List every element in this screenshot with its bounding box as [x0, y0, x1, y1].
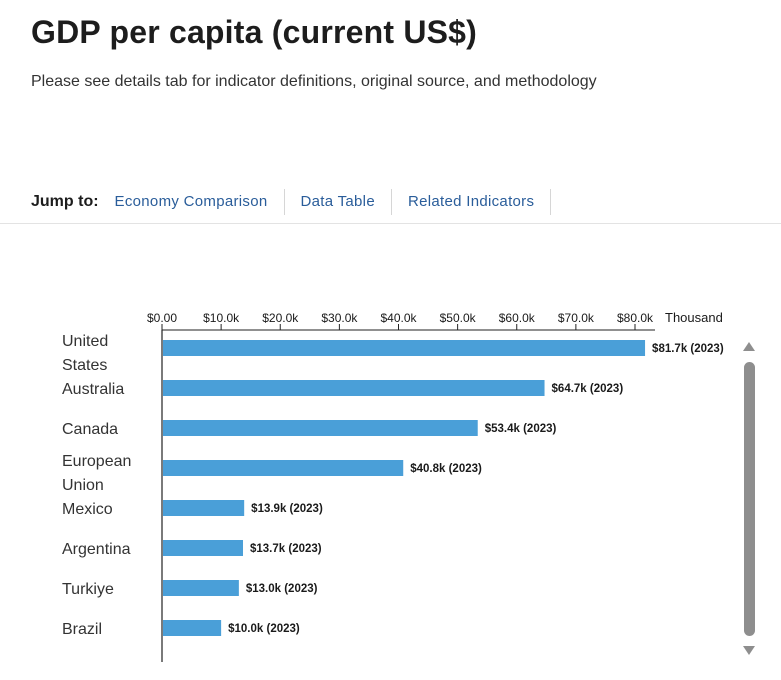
- chart-scrollbar[interactable]: [744, 362, 755, 636]
- bar: [163, 340, 646, 356]
- section-divider: [0, 223, 781, 224]
- bar-value-label: $40.8k (2023): [410, 463, 482, 475]
- category-label: Argentina: [62, 541, 131, 558]
- data-table-link[interactable]: Data Table: [285, 189, 392, 215]
- category-label: Brazil: [62, 621, 102, 638]
- economy-comparison-link[interactable]: Economy Comparison: [115, 189, 285, 215]
- bar: [163, 580, 239, 596]
- category-labels: United States Australia Canada European Union…: [62, 333, 131, 638]
- category-label: Canada: [62, 421, 118, 438]
- bar-value-label: $53.4k (2023): [485, 423, 557, 435]
- x-tick-label: $10.0k: [203, 311, 240, 325]
- bar-value-label: $13.0k (2023): [246, 583, 318, 595]
- scroll-up-arrow-icon[interactable]: [743, 342, 755, 351]
- x-tick-label: $20.0k: [262, 311, 299, 325]
- category-label-line: States: [62, 357, 107, 374]
- page-title: GDP per capita (current US$): [31, 14, 478, 50]
- category-label-line: European: [62, 453, 131, 470]
- related-indicators-link[interactable]: Related Indicators: [392, 189, 552, 215]
- x-axis: $0.00 $10.0k $20.0k $30.0k $40.0k $50.0k $60.0…: [147, 310, 723, 662]
- category-label: Mexico: [62, 501, 113, 518]
- x-tick-label: $0.00: [147, 311, 177, 325]
- bar: [163, 380, 545, 396]
- x-tick-label: $60.0k: [499, 311, 536, 325]
- x-tick-label: $80.0k: [617, 311, 654, 325]
- jump-to-label: Jump to:: [31, 193, 99, 210]
- x-tick-label: $40.0k: [380, 311, 417, 325]
- bar: [163, 420, 478, 436]
- category-label: Turkiye: [62, 581, 114, 598]
- bar: [163, 500, 245, 516]
- bar: [163, 540, 244, 556]
- page-subtitle: Please see details tab for indicator def…: [31, 73, 597, 90]
- bars-group: $81.7k (2023) $64.7k (2023) $53.4k (2023) $…: [163, 340, 724, 636]
- category-label-line: Union: [62, 477, 104, 494]
- x-tick-label: $70.0k: [558, 311, 595, 325]
- bar: [163, 620, 222, 636]
- category-label: Australia: [62, 381, 124, 398]
- bar-value-label: $13.7k (2023): [250, 543, 322, 555]
- bar-value-label: $64.7k (2023): [552, 383, 624, 395]
- gdp-bar-chart: $0.00 $10.0k $20.0k $30.0k $40.0k $50.0k $60.0…: [62, 310, 724, 662]
- jump-to-nav: Jump to: Economy Comparison Data Table R…: [31, 189, 552, 215]
- category-label: United States: [62, 333, 108, 374]
- bar-value-label: $81.7k (2023): [652, 343, 724, 355]
- axis-unit-label: Thousand: [665, 310, 723, 325]
- bar-value-label: $10.0k (2023): [228, 623, 300, 635]
- category-label: European Union: [62, 453, 131, 494]
- x-tick-label: $50.0k: [440, 311, 477, 325]
- bar: [163, 460, 404, 476]
- category-label-line: United: [62, 333, 108, 350]
- scroll-down-arrow-icon[interactable]: [743, 646, 755, 655]
- x-tick-label: $30.0k: [321, 311, 358, 325]
- bar-value-label: $13.9k (2023): [251, 503, 323, 515]
